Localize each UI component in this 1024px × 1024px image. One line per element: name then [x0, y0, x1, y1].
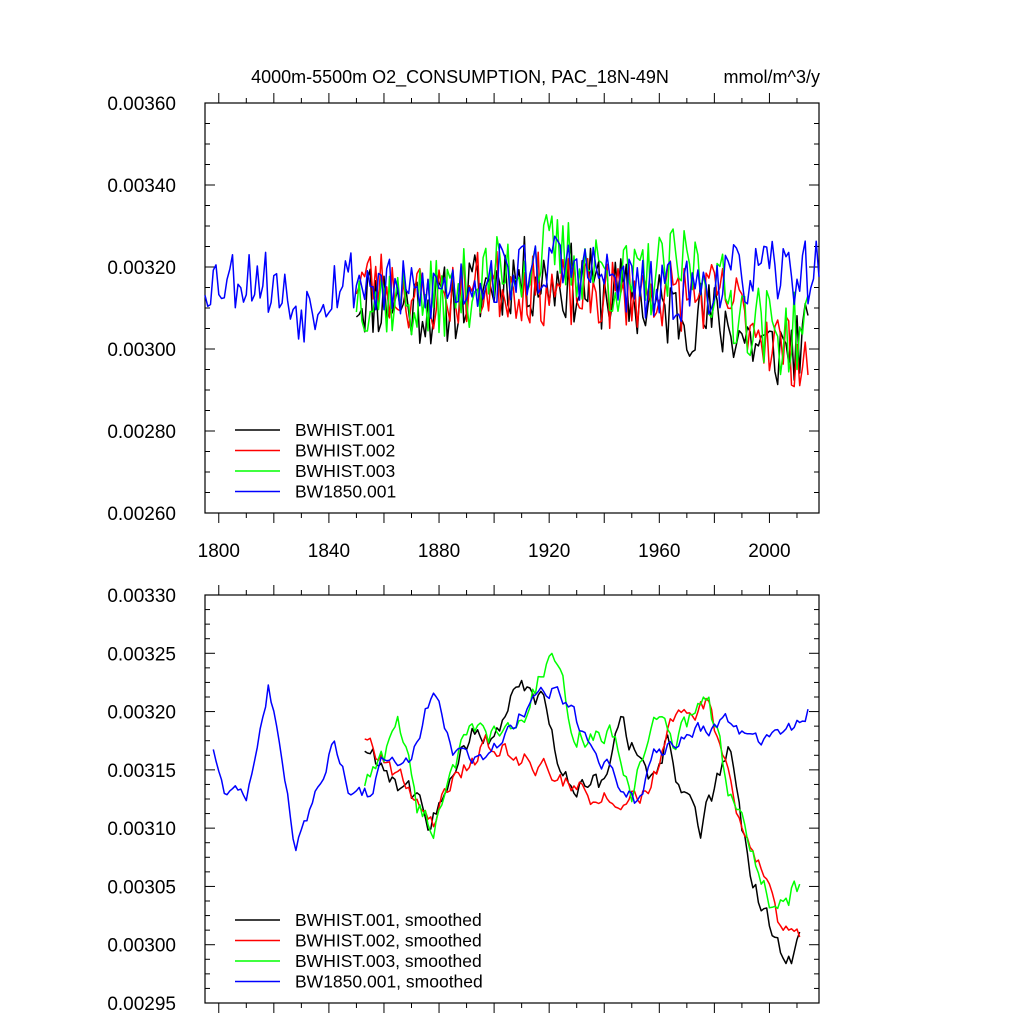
series-line [204, 235, 820, 343]
x-tick-label: 1920 [528, 541, 570, 562]
y-tick-label: 0.00300 [107, 340, 176, 361]
legend-label: BWHIST.001 [295, 420, 395, 440]
legend-label: BWHIST.002, smoothed [295, 931, 482, 951]
x-tick-label: 1960 [638, 541, 680, 562]
chart-units: mmol/m^3/y [724, 67, 820, 87]
legend-label: BW1850.001, smoothed [295, 972, 483, 992]
y-axis-top: 0.00260 0.00280 0.00300 0.00320 0.00340 0.003… [107, 94, 819, 525]
y-tick-label: 0.00280 [107, 422, 176, 443]
legend-label: BWHIST.001, smoothed [295, 910, 482, 930]
y-tick-label: 0.00320 [107, 258, 176, 279]
y-tick-label: 0.00340 [107, 176, 176, 197]
x-tick-label: 1880 [418, 541, 460, 562]
x-axis-bottom [218, 585, 798, 1013]
series-line [364, 697, 801, 938]
y-tick-label: 0.00360 [107, 94, 176, 115]
y-tick-label: 0.00295 [107, 994, 176, 1015]
legend-label: BWHIST.002 [295, 441, 395, 461]
series-line [355, 235, 809, 386]
y-tick-label: 0.00320 [107, 703, 176, 724]
y-tick-label: 0.00300 [107, 936, 176, 957]
y-tick-label: 0.00325 [107, 644, 176, 665]
y-tick-label: 0.00305 [107, 877, 176, 898]
chart-panel-top: 4000m-5500m O2_CONSUMPTION, PAC_18N-49N … [107, 67, 820, 562]
y-tick-label: 0.00315 [107, 761, 176, 782]
legend-label: BWHIST.003 [295, 461, 395, 481]
series-line [355, 214, 809, 376]
x-tick-label: 1840 [308, 541, 350, 562]
x-axis-top: 1800 1840 1880 1920 1960 2000 [198, 93, 798, 562]
y-tick-label: 0.00260 [107, 504, 176, 525]
chart-panel-bottom: 0.00295 0.00300 0.00305 0.00310 0.00315 0.003… [107, 585, 820, 1015]
x-tick-label: 2000 [748, 541, 790, 562]
series-group-top [204, 214, 820, 388]
y-axis-bottom: 0.00295 0.00300 0.00305 0.00310 0.00315 0.003… [107, 586, 819, 1015]
series-line [364, 679, 801, 965]
legend-label: BW1850.001 [295, 482, 396, 502]
series-line [212, 684, 809, 852]
chart-title: 4000m-5500m O2_CONSUMPTION, PAC_18N-49N [251, 67, 669, 88]
legend-label: BWHIST.003, smoothed [295, 951, 482, 971]
x-tick-label: 1800 [198, 541, 240, 562]
series-line [355, 250, 809, 388]
series-group-bottom [212, 652, 809, 965]
y-tick-label: 0.00310 [107, 819, 176, 840]
series-line [363, 652, 801, 910]
y-tick-label: 0.00330 [107, 586, 176, 607]
